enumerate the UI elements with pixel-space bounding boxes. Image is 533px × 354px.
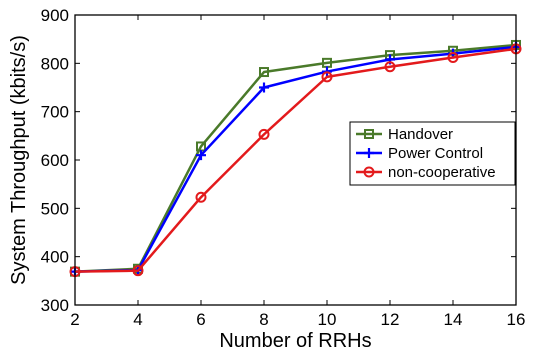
- power-control-marker: [196, 150, 206, 161]
- x-tick-label: 14: [444, 310, 463, 329]
- non-cooperative-marker: [321, 71, 333, 83]
- x-tick-label: 10: [318, 310, 337, 329]
- handover-marker: [259, 67, 269, 78]
- legend-power-control-marker: [364, 148, 374, 158]
- legend-handover-marker: [364, 129, 374, 139]
- legend-label: Handover: [388, 126, 453, 143]
- y-tick-label: 400: [41, 248, 69, 267]
- y-tick-label: 600: [41, 151, 69, 170]
- x-tick-label: 6: [196, 310, 205, 329]
- legend-label: Power Control: [388, 145, 483, 162]
- y-tick-label: 800: [41, 54, 69, 73]
- series-layer: [69, 39, 522, 278]
- x-tick-label: 4: [133, 310, 142, 329]
- y-tick-label: 500: [41, 199, 69, 218]
- x-tick-label: 8: [259, 310, 268, 329]
- x-tick-label: 2: [70, 310, 79, 329]
- legend-label: non-cooperative: [388, 164, 496, 181]
- handover-line: [74, 43, 517, 273]
- plot-frame: [74, 14, 517, 306]
- non-cooperative-line: [74, 47, 517, 273]
- ticks-layer: 2 4 6 8 10 12 14 16 300 400 500 600 700 800 900: [41, 6, 526, 329]
- non-cooperative-marker: [195, 191, 207, 203]
- y-tick-label: 900: [41, 6, 69, 25]
- legend-item-power-control: Power Control: [356, 145, 483, 162]
- legend-item-non-cooperative: non-cooperative: [356, 164, 496, 181]
- power-control-line: [74, 45, 517, 273]
- legend-item-handover: Handover: [356, 126, 453, 143]
- non-cooperative-marker: [447, 52, 459, 64]
- non-cooperative-marker: [258, 128, 270, 140]
- x-tick-label: 16: [507, 310, 526, 329]
- power-control-marker: [259, 82, 269, 93]
- non-cooperative-marker: [384, 61, 396, 73]
- x-tick-label: 12: [381, 310, 400, 329]
- legend-non-cooperative-marker: [363, 166, 375, 178]
- y-axis-title: System Throughput (kbits/s): [8, 35, 30, 285]
- series-non-cooperative: [69, 43, 522, 278]
- legend: Handover Power Control non-cooperative: [349, 121, 516, 186]
- y-tick-label: 700: [41, 103, 69, 122]
- x-axis-title: Number of RRHs: [219, 330, 371, 352]
- y-tick-label: 300: [41, 296, 69, 315]
- non-cooperative-marker: [132, 265, 144, 277]
